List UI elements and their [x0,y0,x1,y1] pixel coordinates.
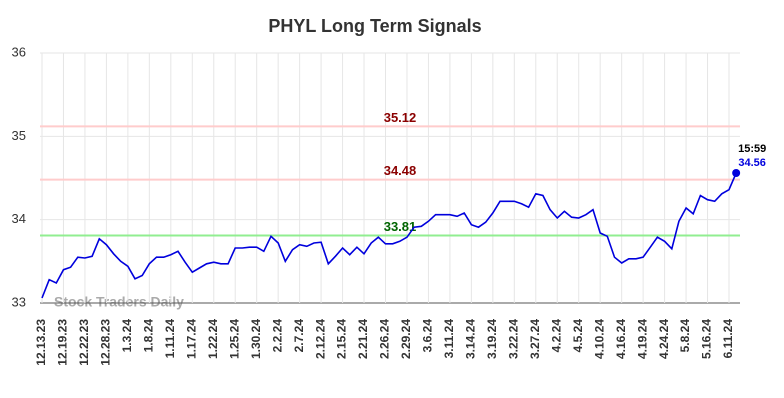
y-tick-label: 36 [12,44,26,59]
price-line [41,172,737,299]
signal-label: 35.12 [384,110,417,125]
x-tick-label: 2.21.24 [356,319,370,359]
y-tick-label: 35 [12,128,26,143]
x-tick-label: 3.19.24 [485,319,499,359]
y-tick-label: 34 [12,211,26,226]
x-tick-label: 12.28.23 [99,319,113,366]
last-point [732,169,741,177]
x-tick-label: 5.16.24 [700,319,714,359]
x-tick-label: 4.5.24 [571,319,585,353]
x-tick-label: 3.6.24 [421,319,435,353]
x-tick-label: 2.29.24 [399,319,413,359]
x-tick-label: 2.15.24 [335,319,349,359]
x-tick-label: 1.30.24 [249,319,263,359]
last-time: 15:59 [738,143,766,155]
x-tick-label: 3.27.24 [528,319,542,359]
x-tick-label: 2.7.24 [292,319,306,353]
x-tick-label: 1.3.24 [120,319,134,353]
x-tick-label: 4.2.24 [549,319,563,353]
x-tick-label: 2.26.24 [378,319,392,359]
x-tick-label: 3.14.24 [464,319,478,359]
signal-label: 33.81 [384,219,417,234]
last-value: 34.56 [738,157,766,169]
x-tick-label: 4.24.24 [657,319,671,359]
y-tick-label: 33 [12,294,26,309]
x-tick-label: 12.13.23 [34,319,48,366]
x-tick-label: 3.22.24 [506,319,520,359]
x-tick-label: 12.22.23 [77,319,91,366]
chart-title: PHYL Long Term Signals [268,16,481,36]
x-tick-label: 1.8.24 [142,319,156,353]
x-tick-label: 1.22.24 [206,319,220,359]
x-tick-label: 1.17.24 [184,319,198,359]
x-tick-label: 1.11.24 [163,319,177,359]
x-tick-label: 4.19.24 [635,319,649,359]
x-tick-label: 2.12.24 [313,319,327,359]
x-tick-label: 4.10.24 [592,319,606,359]
x-tick-label: 4.16.24 [614,319,628,359]
x-tick-label: 3.11.24 [442,319,456,359]
x-tick-label: 12.19.23 [56,319,70,366]
x-tick-label: 1.25.24 [227,319,241,359]
watermark: Stock Traders Daily [54,294,184,310]
signal-label: 34.48 [384,163,417,178]
x-tick-label: 5.8.24 [678,319,692,353]
x-tick-label: 2.2.24 [270,319,284,353]
x-tick-label: 6.11.24 [721,319,735,359]
